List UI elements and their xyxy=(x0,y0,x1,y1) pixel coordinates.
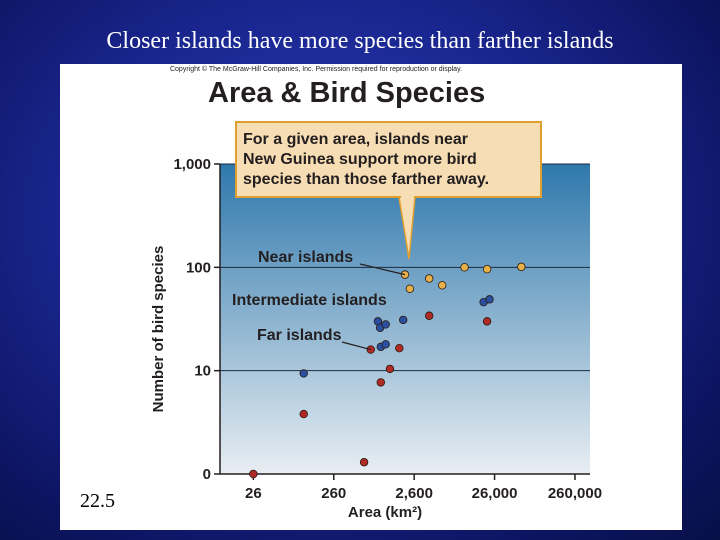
scatter-chart: 0 10 100 1,000 26 260 2,600 26,000 260,000 Area (… xyxy=(150,121,602,521)
callout-box: For a given area, islands near New Guinea… xyxy=(235,121,542,260)
far-island-point xyxy=(482,317,492,326)
intermediate-island-point xyxy=(399,315,408,325)
y-tick-label: 10 xyxy=(194,363,211,380)
far-island-point xyxy=(249,469,258,479)
near-island-point xyxy=(460,263,469,272)
axes: 0 10 100 1,000 26 260 2,600 26,000 260,000 Area (… xyxy=(150,156,602,521)
near-island-point xyxy=(425,274,434,283)
callout-line: New Guinea support more bird xyxy=(243,151,477,168)
y-axis-label: Number of bird species xyxy=(150,246,167,413)
x-tick-label: 260,000 xyxy=(548,485,602,502)
label-pointer-line xyxy=(341,341,371,351)
x-tick-label: 2,600 xyxy=(395,485,433,502)
near-island-point xyxy=(482,264,492,274)
intermediate-island-point xyxy=(381,340,390,349)
series-label-far: Far islands xyxy=(257,327,342,344)
series-label-near: Near islands xyxy=(258,249,353,266)
far-island-point xyxy=(425,311,434,320)
far-island-point xyxy=(299,409,308,419)
intermediate-island-point xyxy=(485,295,494,304)
callout-joint xyxy=(401,195,414,199)
near-island-point xyxy=(405,284,415,293)
callout-line: species than those farther away. xyxy=(243,171,489,188)
x-tick-label: 26,000 xyxy=(472,485,518,502)
far-island-point xyxy=(385,364,395,374)
intermediate-island-point xyxy=(381,320,390,329)
slide-title: Closer islands have more species than fa… xyxy=(106,28,614,54)
x-tick-label: 26 xyxy=(245,485,262,502)
series-label-intermediate: Intermediate islands xyxy=(232,292,387,309)
group-labels: Near islands Intermediate islands Far isla… xyxy=(232,249,406,351)
y-tick-label: 100 xyxy=(186,259,211,276)
chart-title: Area & Bird Species xyxy=(208,77,486,109)
label-pointer-line xyxy=(359,263,406,276)
near-island-point xyxy=(517,262,526,272)
intermediate-island-point xyxy=(299,369,308,378)
callout-line: For a given area, islands near xyxy=(243,131,468,148)
slide-number: 22.5 xyxy=(80,490,115,512)
data-points xyxy=(249,262,526,479)
y-tick-label: 0 xyxy=(203,466,211,483)
callout-frame xyxy=(235,121,542,198)
near-island-point xyxy=(437,281,447,290)
y-tick-label: 1,000 xyxy=(173,156,211,173)
figure-panel: Copyright © The McGraw-Hill Companies, I… xyxy=(60,64,682,530)
far-island-point xyxy=(395,343,404,353)
far-island-point xyxy=(376,378,385,387)
far-island-point xyxy=(359,458,369,467)
x-tick-label: 260 xyxy=(321,485,346,502)
x-axis-label: Area (km²) xyxy=(348,504,422,521)
copyright-notice: Copyright © The McGraw-Hill Companies, I… xyxy=(169,66,462,73)
